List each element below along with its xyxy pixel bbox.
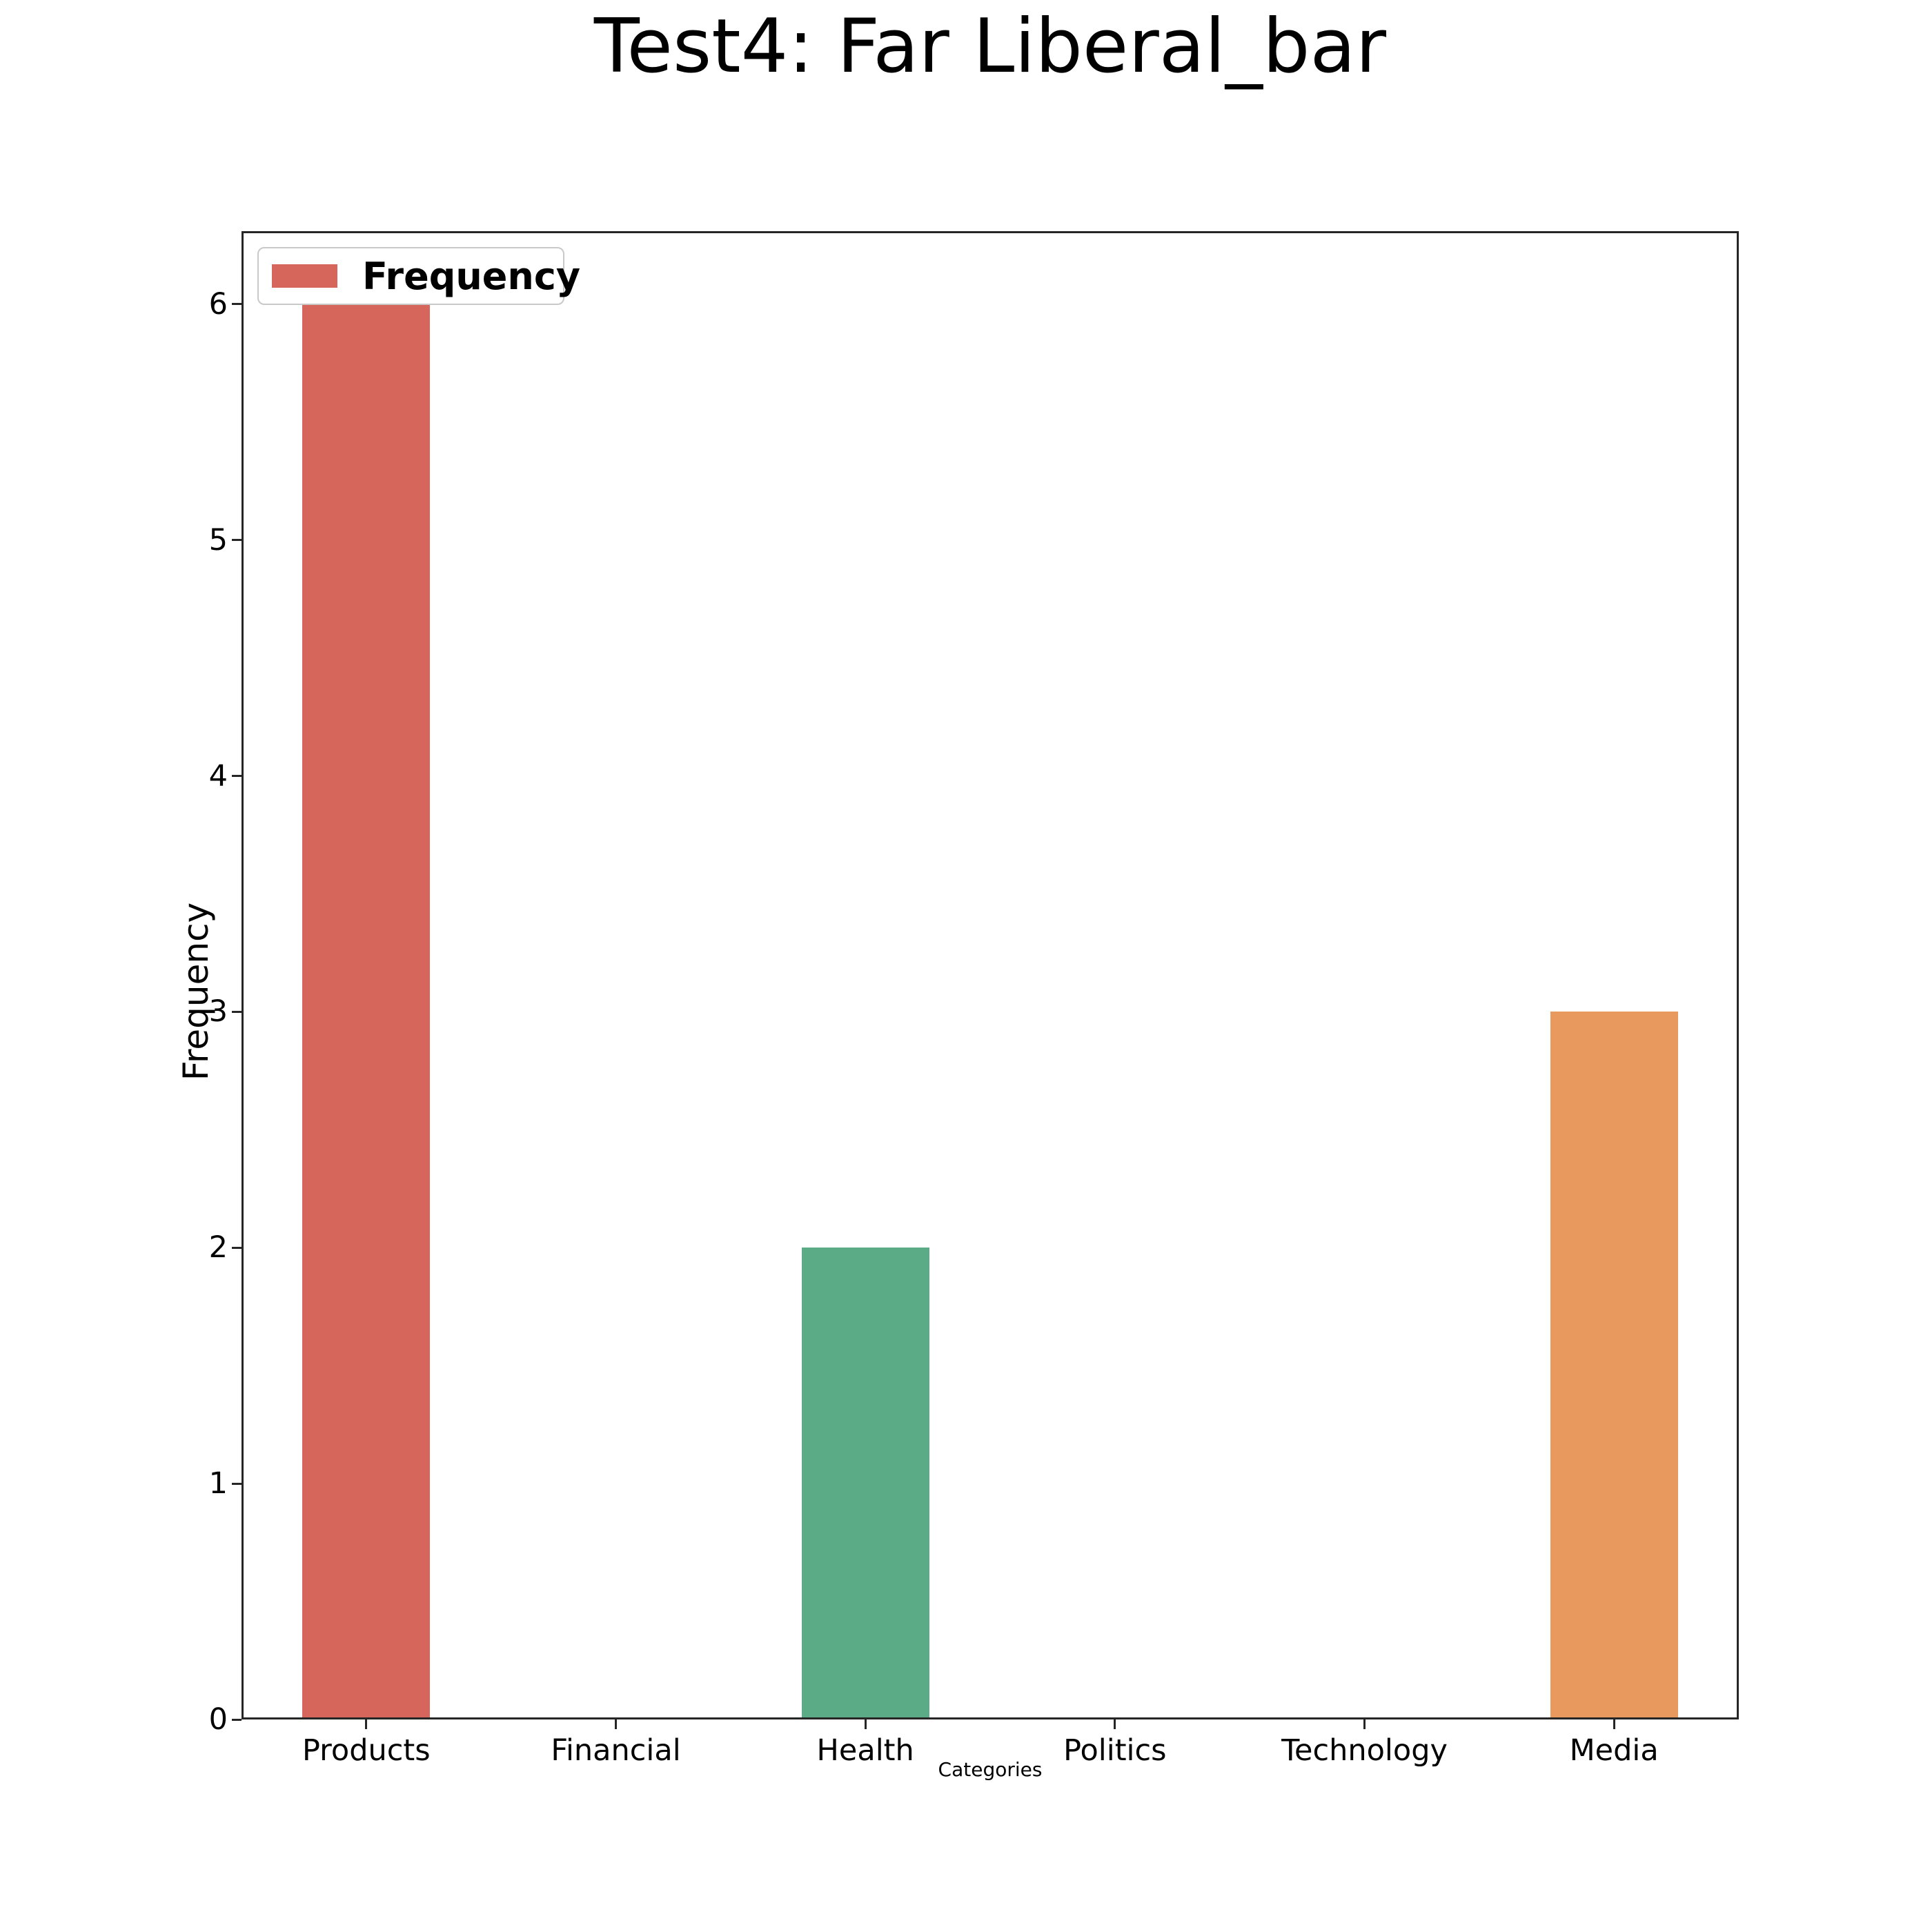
y-tick-label-0: 0 — [208, 1702, 228, 1737]
y-tick-mark-6 — [232, 303, 241, 306]
legend-label: Frequency — [362, 254, 581, 298]
bar-products — [302, 304, 431, 1717]
x-axis-label: Categories — [938, 1758, 1043, 1781]
y-tick-mark-1 — [232, 1482, 241, 1485]
x-tick-label-politics: Politics — [1063, 1733, 1167, 1768]
x-tick-label-products: Products — [302, 1733, 431, 1768]
x-tick-label-technology: Technology — [1281, 1733, 1448, 1768]
chart-title: Test4: Far Liberal_bar — [593, 3, 1387, 90]
bar-health — [801, 1248, 929, 1717]
x-tick-technology — [1363, 1719, 1366, 1729]
x-tick-politics — [1114, 1719, 1116, 1729]
y-tick-label-5: 5 — [208, 522, 228, 558]
y-tick-label-1: 1 — [208, 1466, 228, 1501]
x-tick-media — [1613, 1719, 1615, 1729]
bar-media — [1550, 1012, 1678, 1717]
x-tick-label-media: Media — [1569, 1733, 1659, 1768]
y-tick-label-6: 6 — [208, 286, 228, 322]
x-tick-financial — [615, 1719, 617, 1729]
legend-swatch-icon — [272, 264, 337, 288]
y-tick-mark-3 — [232, 1010, 241, 1013]
x-tick-health — [864, 1719, 867, 1729]
y-tick-mark-2 — [232, 1246, 241, 1249]
x-tick-label-financial: Financial — [551, 1733, 681, 1768]
legend: Frequency — [257, 247, 580, 305]
y-tick-mark-0 — [232, 1718, 241, 1721]
y-tick-label-4: 4 — [208, 758, 228, 793]
plot-area — [241, 231, 1739, 1719]
y-tick-mark-4 — [232, 775, 241, 778]
y-axis-label: Frequency — [176, 902, 216, 1081]
y-tick-label-3: 3 — [208, 994, 228, 1029]
y-tick-label-2: 2 — [208, 1230, 228, 1265]
x-tick-label-health: Health — [816, 1733, 914, 1768]
x-tick-products — [365, 1719, 368, 1729]
y-tick-mark-5 — [232, 539, 241, 542]
